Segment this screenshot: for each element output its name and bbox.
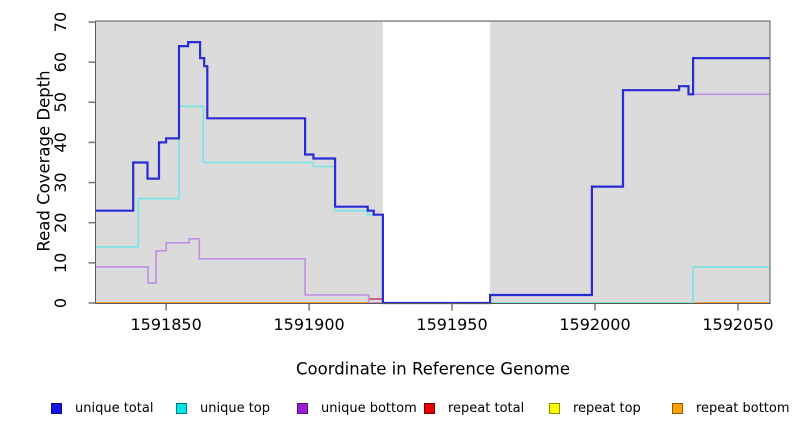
- y-tick-label: 0: [51, 298, 70, 308]
- legend-label: repeat bottom: [696, 401, 790, 416]
- repeat-total-swatch-icon: [424, 403, 435, 414]
- legend-item-unique-top: unique top: [176, 401, 270, 416]
- unique-total-swatch-icon: [51, 403, 62, 414]
- legend-label: repeat total: [448, 401, 525, 416]
- y-tick-label: 40: [51, 132, 70, 152]
- y-tick-label: 10: [51, 253, 70, 273]
- repeat-top-swatch-icon: [549, 403, 560, 414]
- x-tick-label: 1592000: [559, 315, 630, 334]
- legend-label: unique top: [200, 401, 271, 416]
- legend-item-unique-bottom: unique bottom: [297, 401, 417, 416]
- x-tick-label: 1592050: [702, 315, 773, 334]
- legend-item-repeat-top: repeat top: [549, 401, 641, 416]
- unique-bottom-swatch-icon: [297, 403, 308, 414]
- legend-item-unique-total: unique total: [51, 401, 153, 416]
- legend-label: unique total: [75, 401, 154, 416]
- x-tick-label: 1591950: [416, 315, 487, 334]
- legend-item-repeat-total: repeat total: [424, 401, 524, 416]
- x-tick-label: 1591900: [273, 315, 344, 334]
- x-axis-title: Coordinate in Reference Genome: [295, 359, 571, 379]
- y-tick-label: 70: [51, 12, 70, 32]
- y-tick-label: 50: [51, 92, 70, 112]
- series-unique-total: [95, 41, 770, 305]
- x-tick-label: 1591850: [130, 315, 201, 334]
- legend-item-repeat-bottom: repeat bottom: [672, 401, 790, 416]
- y-axis-title: Read Coverage Depth: [34, 70, 54, 252]
- repeat-bottom-swatch-icon: [672, 403, 683, 414]
- y-tick-label: 60: [51, 52, 70, 72]
- legend-label: unique bottom: [321, 401, 417, 416]
- y-tick-label: 30: [51, 172, 70, 192]
- unique-top-swatch-icon: [176, 403, 187, 414]
- y-tick-label: 20: [51, 213, 70, 233]
- legend-label: repeat top: [573, 401, 641, 416]
